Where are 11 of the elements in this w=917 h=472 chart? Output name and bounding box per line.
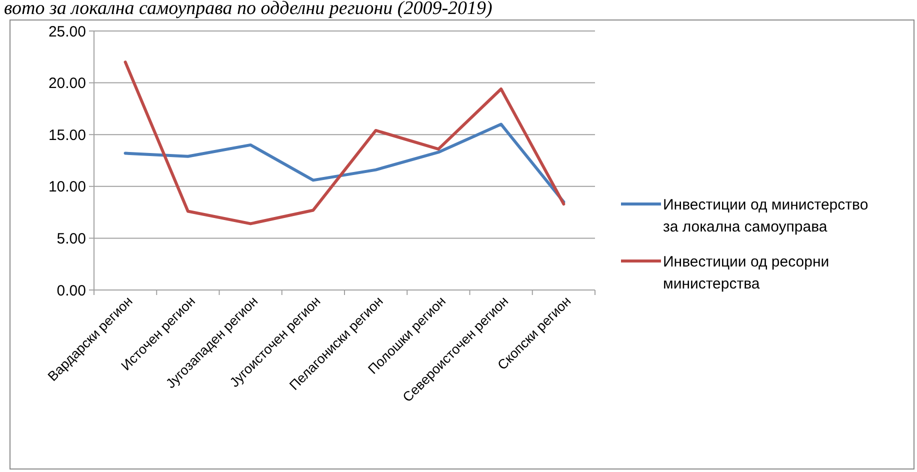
y-tick-label: 10.00 <box>48 178 86 196</box>
y-tick-label: 20.00 <box>48 75 86 92</box>
legend-label: Инвестиции од министерство за локална самоуправа <box>663 196 868 236</box>
line-series <box>124 60 566 226</box>
chart-title: вото за локална самоуправа по одделни региони (2009-2019) <box>4 0 492 19</box>
y-tick-label: 25.00 <box>48 23 86 40</box>
y-tick-label: 15.00 <box>48 126 86 144</box>
line-series <box>124 122 566 204</box>
legend-label: Инвестиции од ресорни министерства <box>663 253 830 292</box>
y-tick-label: 0.00 <box>56 282 86 300</box>
y-tick-label: 5.00 <box>56 230 86 248</box>
